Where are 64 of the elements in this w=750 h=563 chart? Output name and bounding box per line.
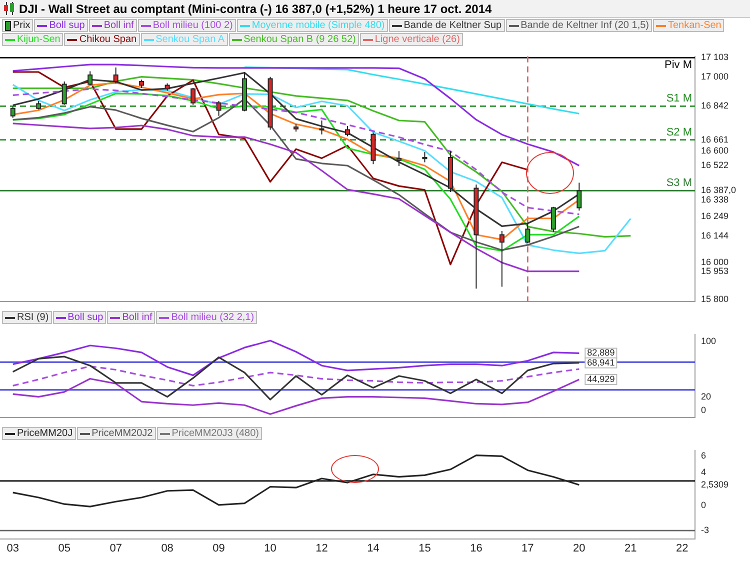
legend-label: Boll milieu (100 2) xyxy=(138,19,236,32)
annotation: 68,941 xyxy=(587,357,615,368)
y-tick-label: 15 953 xyxy=(701,266,729,276)
legend-label: PriceMM20J2 xyxy=(76,427,156,440)
y-tick-label: 16 000 xyxy=(701,257,729,268)
y-tick-label: 15 800 xyxy=(701,294,729,304)
annotation: 82,889 xyxy=(587,348,615,358)
ref-line-label: S3 M xyxy=(666,177,692,190)
legend-label: Bande de Keltner Sup xyxy=(388,19,505,32)
y-tick-label: 20 xyxy=(701,391,712,402)
legend-label: Boll sup xyxy=(34,19,88,32)
legend-label: Kijun-Sen xyxy=(2,33,64,46)
annotation: 44,929 xyxy=(587,374,615,384)
y-tick-label: 0 xyxy=(701,405,706,416)
x-tick-label: 14 xyxy=(367,542,380,554)
legend-label: Boll milieu (32 2,1) xyxy=(156,311,258,324)
legend-label: Senkou Span B (9 26 52) xyxy=(228,33,359,46)
legend-label: Boll inf xyxy=(107,311,156,324)
y-tick-label: 16 387,0 xyxy=(701,185,736,196)
ref-line-label: S1 M xyxy=(666,92,692,105)
y-tick-label: 6 xyxy=(701,450,706,461)
legend-label: PriceMM20J3 (480) xyxy=(156,427,262,440)
x-tick-label: 12 xyxy=(316,542,328,554)
legend-label: Tenkan-Sen xyxy=(653,19,724,32)
legend-label: Boll inf xyxy=(88,19,137,32)
y-tick-label: 16 600 xyxy=(701,146,729,156)
ref-line-label: Piv M xyxy=(664,59,692,72)
y-tick-label: 17 103 xyxy=(701,52,729,62)
ref-line-label: S2 M xyxy=(666,126,692,138)
x-tick-label: 22 xyxy=(676,542,688,554)
y-tick-label: 17 000 xyxy=(701,71,729,82)
y-tick-label: 16 661 xyxy=(701,134,729,144)
legend-label: Chikou Span xyxy=(64,33,140,46)
y-tick-label: -3 xyxy=(701,525,710,536)
legend-label: PriceMM20J xyxy=(2,427,76,440)
x-tick-label: 09 xyxy=(212,542,225,554)
y-tick-label: 16 522 xyxy=(701,160,729,170)
x-tick-label: 15 xyxy=(418,542,431,554)
x-tick-label: 08 xyxy=(161,542,174,554)
legend-label: Ligne verticale (26) xyxy=(360,33,463,46)
y-tick-label: 16 338 xyxy=(701,194,729,204)
legend-label: Moyenne mobile (Simple 480) xyxy=(236,19,388,32)
y-tick-label: 2,5309 xyxy=(701,479,729,490)
x-tick-label: 07 xyxy=(110,542,122,554)
y-tick-label: 16 249 xyxy=(701,210,729,221)
legend-label: Prix xyxy=(2,19,34,32)
x-tick-label: 10 xyxy=(264,542,276,554)
legend-label: Bande de Keltner Inf (20 1,5) xyxy=(506,19,652,32)
x-tick-label: 16 xyxy=(470,542,482,554)
line-series xyxy=(12,365,580,387)
y-tick-label: 100 xyxy=(701,336,716,346)
y-tick-label: 0 xyxy=(701,500,706,510)
x-tick-label: 17 xyxy=(522,542,534,554)
legend-label: Senkou Span A xyxy=(140,33,228,46)
chart-title: DJI - Wall Street au comptant (Mini-contra (-) 16 387,0 (+1,52%) 1 heure 17 oct. 2014 xyxy=(19,2,492,16)
y-tick-label: 4 xyxy=(701,467,706,478)
y-tick-label: 16 144 xyxy=(701,230,729,240)
legend-label: RSI (9) xyxy=(2,311,52,324)
y-tick-label: 16 842 xyxy=(701,100,729,111)
x-tick-label: 21 xyxy=(624,542,637,554)
x-tick-label: 03 xyxy=(6,542,19,554)
x-tick-label: 05 xyxy=(58,542,70,554)
x-tick-label: 20 xyxy=(573,542,586,554)
legend-label: Boll sup xyxy=(52,311,106,324)
